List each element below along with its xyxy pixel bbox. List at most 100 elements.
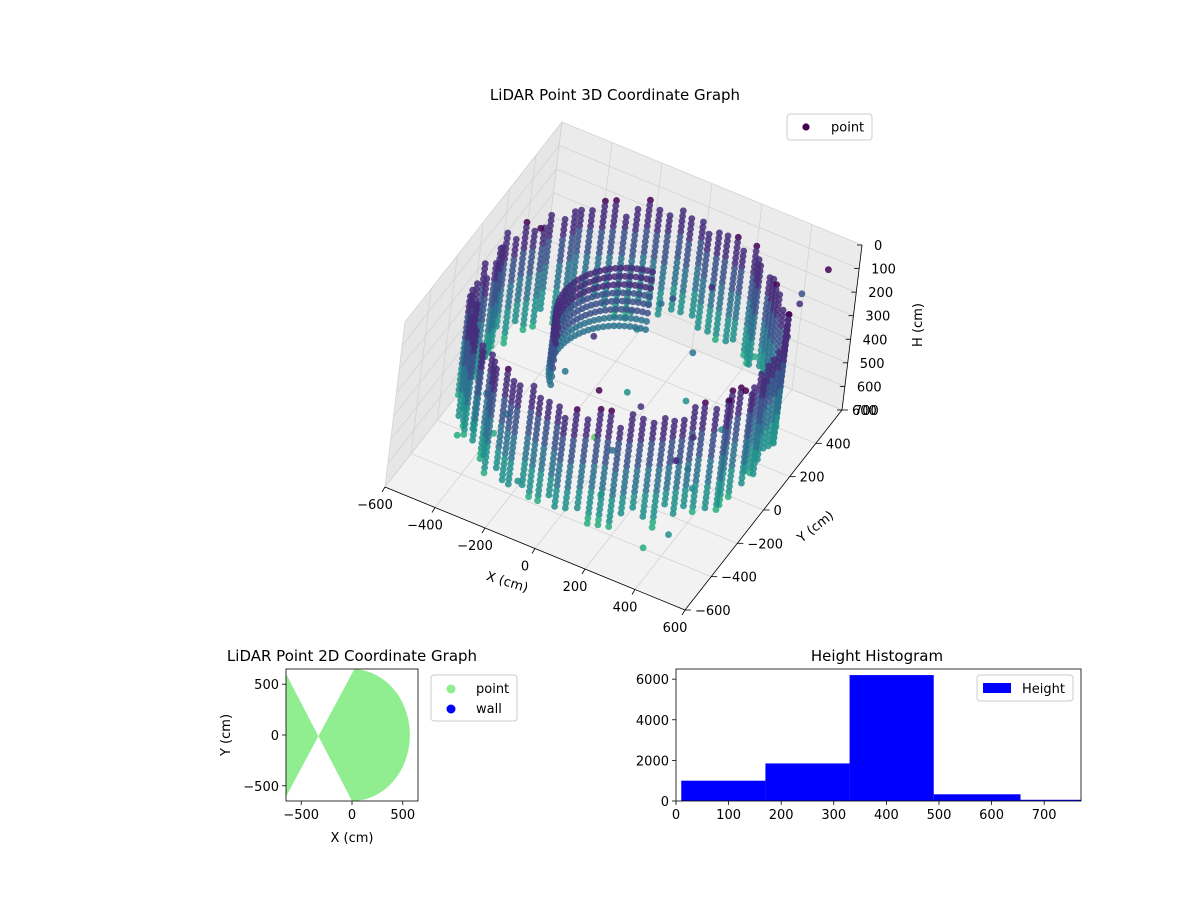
point-3d bbox=[730, 330, 737, 338]
point-3d bbox=[647, 445, 655, 453]
point-3d bbox=[615, 440, 623, 447]
point-3d bbox=[535, 271, 543, 278]
point-3d bbox=[598, 490, 605, 498]
point-3d bbox=[682, 261, 690, 269]
chart-3d-panes bbox=[384, 121, 863, 611]
point-3d bbox=[553, 283, 561, 291]
point-3d bbox=[703, 246, 711, 254]
point-3d bbox=[753, 242, 761, 250]
point-3d bbox=[670, 505, 678, 512]
point-3d bbox=[687, 440, 695, 448]
point-3d bbox=[664, 474, 672, 482]
point-3d bbox=[728, 285, 736, 293]
point-3d bbox=[557, 252, 565, 260]
point-3d bbox=[605, 428, 613, 435]
point-3d bbox=[696, 249, 703, 257]
point-3d bbox=[717, 464, 725, 472]
point-3d bbox=[535, 486, 543, 494]
point-3d bbox=[611, 273, 618, 280]
point-3d bbox=[640, 248, 648, 256]
point-3d bbox=[692, 280, 700, 288]
point-3d bbox=[659, 274, 666, 282]
point-3d bbox=[620, 234, 628, 242]
point-3d bbox=[513, 413, 520, 421]
point-3d bbox=[744, 427, 751, 435]
point-3d bbox=[775, 354, 783, 362]
x-tick-label: 400 bbox=[613, 601, 638, 616]
point-3d bbox=[638, 426, 646, 433]
point-3d bbox=[566, 463, 574, 470]
point-3d bbox=[481, 295, 488, 303]
point-3d bbox=[724, 407, 732, 415]
point-3d bbox=[503, 440, 510, 447]
point-3d bbox=[712, 331, 720, 338]
point-3d bbox=[514, 291, 522, 299]
point-3d bbox=[751, 314, 758, 322]
point-3d bbox=[684, 466, 692, 473]
point-3d bbox=[733, 420, 741, 428]
point-3d bbox=[598, 228, 606, 236]
point-3d bbox=[477, 369, 485, 377]
point-3d bbox=[693, 472, 700, 479]
point-3d bbox=[527, 408, 535, 416]
point-3d bbox=[523, 218, 531, 226]
point-3d bbox=[556, 403, 563, 411]
x-tick-label: 500 bbox=[927, 808, 952, 823]
point-3d bbox=[754, 288, 761, 296]
point-3d bbox=[554, 413, 562, 421]
point-3d bbox=[545, 491, 553, 499]
point-3d bbox=[701, 261, 709, 269]
point-3d bbox=[783, 323, 791, 331]
point-3d bbox=[718, 279, 726, 286]
point-3d bbox=[625, 447, 632, 455]
point-3d bbox=[471, 416, 479, 423]
point-3d bbox=[627, 431, 634, 439]
point-3d bbox=[524, 284, 532, 292]
point-3d bbox=[731, 441, 738, 449]
point-3d bbox=[563, 275, 571, 283]
point-3d bbox=[736, 278, 744, 286]
point-3d bbox=[595, 387, 603, 394]
point-3d bbox=[730, 446, 738, 454]
point-3d bbox=[579, 462, 586, 470]
point-3d bbox=[606, 423, 614, 430]
point-3d bbox=[567, 457, 575, 465]
point-3d bbox=[493, 365, 500, 373]
point-3d bbox=[486, 311, 494, 319]
point-3d bbox=[534, 497, 541, 505]
point-3d bbox=[626, 437, 634, 444]
point-3d bbox=[547, 222, 554, 230]
point-3d bbox=[656, 206, 664, 214]
point-3d bbox=[759, 387, 767, 395]
point-3d bbox=[713, 325, 721, 333]
point-3d bbox=[745, 360, 753, 368]
chart-2d: LiDAR Point 2D Coordinate Graph −500 0 500… bbox=[219, 647, 518, 846]
point-3d bbox=[730, 325, 738, 333]
point-3d bbox=[734, 299, 741, 307]
point-3d bbox=[663, 238, 671, 246]
point-3d bbox=[629, 252, 636, 260]
point-3d bbox=[491, 376, 499, 383]
point-3d bbox=[640, 415, 647, 423]
point-3d bbox=[539, 284, 547, 292]
point-3d bbox=[706, 312, 713, 320]
point-3d bbox=[674, 468, 682, 476]
point-3d bbox=[629, 503, 637, 511]
point-3d bbox=[592, 447, 600, 455]
point-3d bbox=[474, 395, 482, 403]
point-3d bbox=[670, 422, 678, 430]
point-3d bbox=[664, 233, 671, 240]
point-3d bbox=[709, 442, 716, 449]
point-3d bbox=[527, 258, 535, 266]
point-3d bbox=[518, 265, 525, 273]
point-3d bbox=[611, 471, 619, 479]
point-3d bbox=[612, 461, 620, 468]
point-3d bbox=[465, 389, 473, 397]
point-3d bbox=[499, 471, 507, 478]
point-3d bbox=[545, 237, 552, 245]
point-3d bbox=[558, 446, 565, 453]
point-3d bbox=[692, 477, 700, 484]
point-3d bbox=[739, 469, 746, 477]
point-3d bbox=[615, 322, 623, 330]
chart-3d: LiDAR Point 3D Coordinate Graph −600 −400… bbox=[357, 86, 926, 636]
